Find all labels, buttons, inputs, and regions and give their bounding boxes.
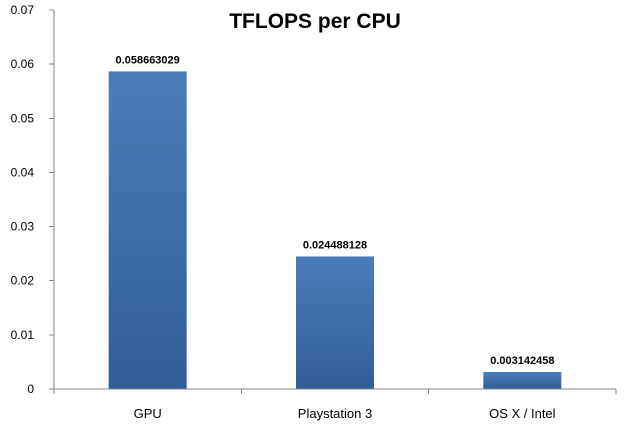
bars [108, 71, 562, 390]
data-labels: 0.058663029 0.024488128 0.003142458 [116, 54, 555, 367]
y-tick-label: 0.04 [11, 165, 35, 179]
x-category-label: Playstation 3 [298, 406, 372, 421]
x-category-label: GPU [134, 406, 162, 421]
y-tick-label: 0.05 [11, 111, 35, 125]
y-tick-label: 0.03 [11, 220, 35, 234]
y-tick-label: 0.01 [11, 328, 35, 342]
y-tick-label: 0.06 [11, 57, 35, 71]
x-category-label: OS X / Intel [489, 406, 556, 421]
x-axis: GPU Playstation 3 OS X / Intel [53, 389, 617, 421]
y-axis: 0 0.01 0.02 0.03 0.04 0.05 0.06 0.07 [11, 3, 54, 396]
y-tick-label: 0.07 [11, 3, 35, 17]
y-tick-label: 0 [27, 382, 34, 396]
bar [483, 371, 562, 389]
data-label: 0.058663029 [116, 54, 180, 66]
data-label: 0.024488128 [303, 239, 367, 251]
bar [108, 71, 187, 390]
data-label: 0.003142458 [490, 355, 554, 367]
y-tick-label: 0.02 [11, 274, 35, 288]
bar [296, 256, 374, 389]
chart-title: TFLOPS per CPU [229, 10, 401, 33]
